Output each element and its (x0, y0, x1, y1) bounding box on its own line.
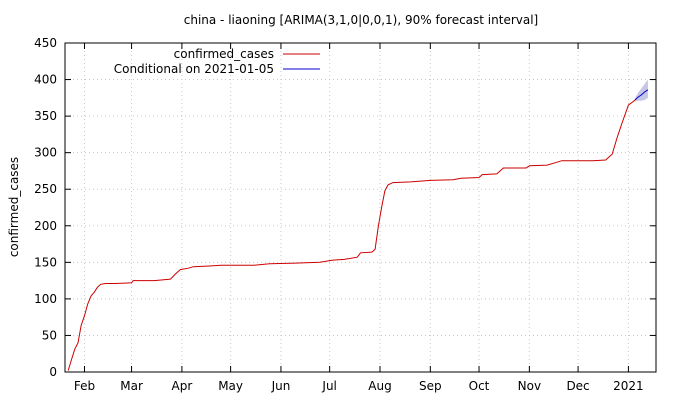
y-tick-label: 450 (34, 36, 57, 50)
forecast-interval-area (634, 79, 648, 102)
y-axis-ticks: 0 50 100 150 200 250 300 350 400 450 (34, 36, 656, 379)
legend: confirmed_cases Conditional on 2021-01-0… (114, 47, 320, 76)
x-tick-label: Jul (321, 379, 336, 393)
y-tick-label: 250 (34, 182, 57, 196)
x-tick-label: May (218, 379, 243, 393)
x-tick-label: Feb (74, 379, 95, 393)
x-axis-ticks: Feb Mar Apr May Jun Jul Aug Sep Oct Nov Dec 2021 (74, 43, 644, 393)
y-tick-label: 300 (34, 146, 57, 160)
forecast-line (634, 89, 649, 101)
chart-title: china - liaoning [ARIMA(3,1,0|0,0,1), 90… (184, 13, 539, 27)
forecast-interval-band (634, 79, 648, 102)
x-tick-label: Oct (469, 379, 490, 393)
x-tick-label: Aug (368, 379, 391, 393)
x-tick-label: Jun (271, 379, 291, 393)
grid-lines (65, 43, 656, 372)
series-lines (67, 89, 649, 371)
x-tick-label: Nov (518, 379, 541, 393)
y-tick-label: 350 (34, 109, 57, 123)
y-tick-label: 0 (49, 365, 57, 379)
y-tick-label: 100 (34, 292, 57, 306)
plot-border (64, 42, 657, 373)
x-tick-label: Dec (566, 379, 589, 393)
x-tick-label: 2021 (613, 379, 644, 393)
y-tick-label: 150 (34, 255, 57, 269)
y-axis-label: confirmed_cases (7, 157, 21, 257)
y-tick-label: 50 (42, 328, 57, 342)
legend-label-confirmed-cases: confirmed_cases (174, 47, 274, 61)
y-tick-label: 200 (34, 219, 57, 233)
x-tick-label: Mar (120, 379, 143, 393)
confirmed-cases-line (67, 99, 636, 371)
legend-label-conditional: Conditional on 2021-01-05 (114, 62, 274, 76)
x-tick-label: Apr (172, 379, 193, 393)
y-tick-label: 400 (34, 73, 57, 87)
x-tick-label: Sep (419, 379, 442, 393)
